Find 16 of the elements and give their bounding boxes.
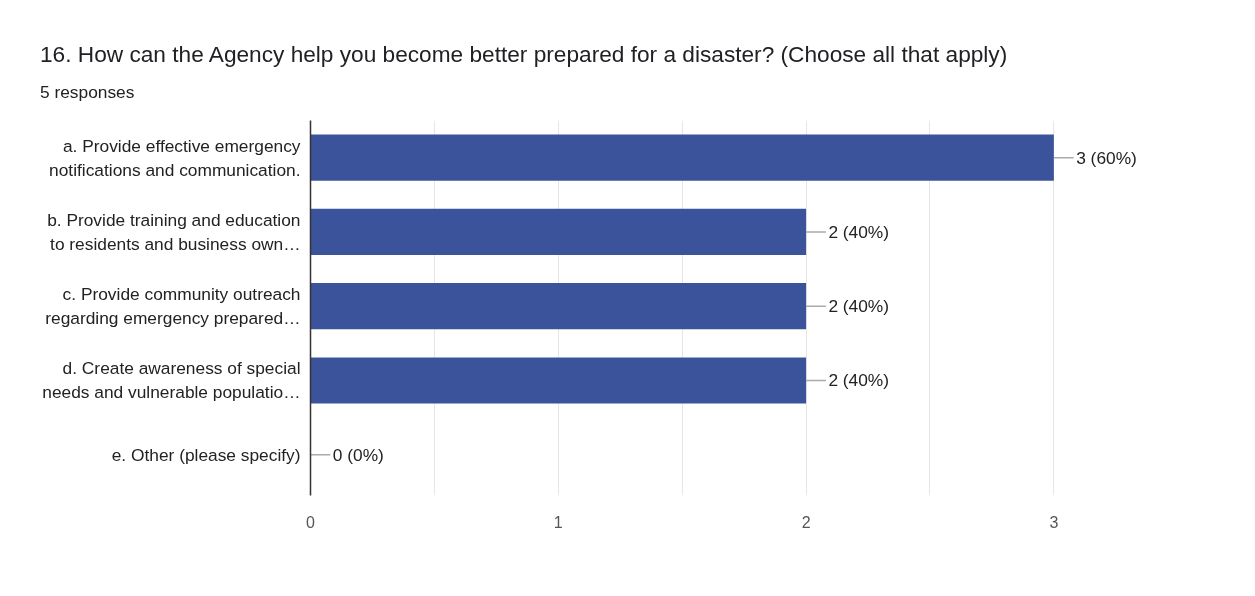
x-tick-label: 1 xyxy=(553,513,563,531)
x-tick-label: 0 xyxy=(306,513,316,531)
data-label: 2 (40%) xyxy=(828,296,890,317)
data-label: 3 (60%) xyxy=(1076,147,1137,168)
data-label: 2 (40%) xyxy=(828,222,890,243)
y-tick-label: c. Provide community outreach regarding emergency prepared… xyxy=(45,284,301,329)
y-tick-label: d. Create awareness of special needs and vulnerable populatio… xyxy=(42,358,301,403)
y-tick-label: b. Provide training and education to residents and business own… xyxy=(47,210,301,255)
y-tick-label: a. Provide effective emergency notifications and communication. xyxy=(49,135,301,180)
text: 5 responses xyxy=(40,81,135,105)
chart-title: 16. How can the Agency help you become better prepared for a disaster? (Choose all that apply) xyxy=(40,40,1008,69)
data-label: 0 (0%) xyxy=(332,444,384,465)
x-tick-label: 3 xyxy=(1049,513,1059,531)
y-tick-label: e. Other (please specify) xyxy=(111,444,301,465)
data-label: 2 (40%) xyxy=(828,370,890,391)
x-tick-label: 2 xyxy=(801,513,811,531)
